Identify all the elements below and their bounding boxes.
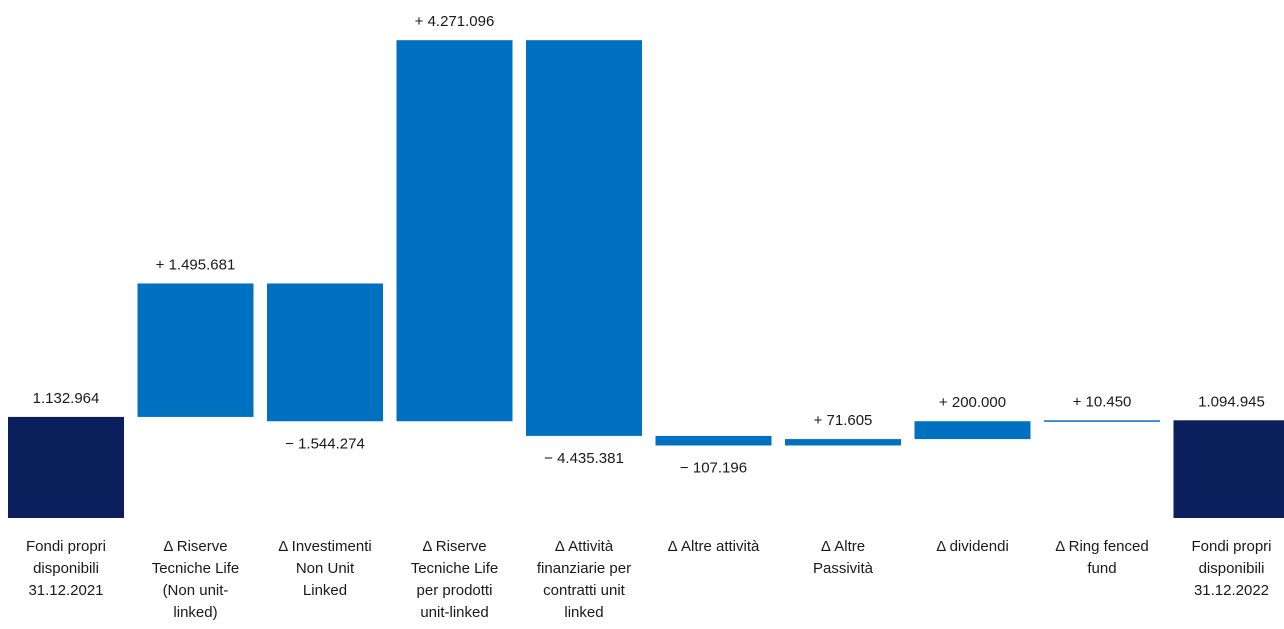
bar-8: [1044, 420, 1160, 422]
bar-1: [137, 283, 254, 417]
data-label-6: + 71.605: [814, 412, 873, 429]
bar-0: [8, 416, 124, 518]
category-label-1: Δ Riserve Tecniche Life (Non unit- linke…: [151, 538, 240, 621]
category-label-3: Δ Riserve Tecniche Life per prodotti uni…: [410, 538, 499, 621]
bar-9: [1173, 420, 1284, 518]
category-label-4: Δ Attività finanziarie per contratti uni…: [536, 538, 632, 621]
data-label-4: − 4.435.381: [544, 450, 624, 467]
category-label-0: Fondi propri disponibili 31.12.2021: [25, 538, 107, 599]
bar-6: [785, 439, 901, 446]
bar-3: [396, 40, 513, 422]
data-label-8: + 10.450: [1073, 393, 1132, 410]
category-label-7: Δ dividendi: [936, 538, 1009, 555]
category-label-8: Δ Ring fenced fund: [1055, 538, 1149, 577]
category-label-6: Δ Altre Passività: [812, 538, 874, 577]
bar-5: [655, 435, 772, 446]
category-label-9: Fondi propri disponibili 31.12.2022: [1191, 538, 1272, 599]
data-label-3: + 4.271.096: [415, 13, 495, 30]
bar-2: [267, 283, 383, 422]
data-label-0: 1.132.964: [33, 390, 100, 407]
data-label-9: 1.094.945: [1198, 393, 1265, 410]
category-label-5: Δ Altre attività: [667, 538, 760, 555]
bar-7: [914, 421, 1031, 440]
data-label-5: − 107.196: [680, 459, 747, 476]
category-label-2: Δ Investimenti Non Unit Linked: [278, 538, 372, 599]
data-label-1: + 1.495.681: [156, 256, 236, 273]
data-label-7: + 200.000: [939, 394, 1006, 411]
bar-4: [526, 40, 642, 436]
data-label-2: − 1.544.274: [285, 435, 365, 452]
